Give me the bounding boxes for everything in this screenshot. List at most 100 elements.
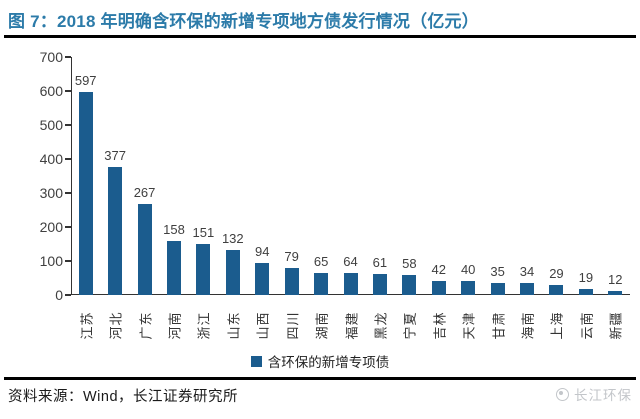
bar-value-label: 34 (519, 264, 535, 280)
source-text: 资料来源：Wind，长江证券研究所 (8, 389, 239, 405)
bar (108, 166, 123, 295)
bar-value-label: 597 (74, 73, 97, 89)
bar-value-label: 58 (402, 256, 417, 272)
x-axis-label: 山西 (251, 299, 273, 351)
y-axis-tick-label: 500 (39, 117, 63, 133)
x-axis-label: 河北 (104, 299, 126, 351)
bar-value-label: 35 (490, 264, 505, 280)
x-axis-label: 河南 (163, 299, 185, 351)
x-axis-label: 黑龙 (369, 299, 391, 351)
x-axis-label: 山东 (222, 299, 244, 351)
bar-value-label: 29 (549, 266, 564, 282)
y-axis-tick-mark (65, 192, 71, 194)
x-axis-label: 福建 (340, 299, 362, 351)
bar-value-label: 19 (578, 269, 594, 285)
x-axis-label: 浙江 (192, 299, 214, 351)
x-axis-label-text: 江苏 (79, 310, 95, 340)
watermark-text: 长江环保 (574, 388, 632, 403)
y-axis-tick-mark (65, 226, 71, 228)
y-axis-tick-mark (65, 260, 71, 262)
bar-value-label: 151 (192, 224, 215, 240)
x-axis-label: 江苏 (75, 299, 97, 351)
bar-value-label: 12 (608, 271, 623, 287)
bar (461, 281, 476, 295)
bar (372, 274, 387, 295)
x-axis-label-text: 宁夏 (402, 310, 418, 340)
x-axis-label-text: 新疆 (608, 310, 624, 340)
bar (343, 273, 358, 295)
bar-value-label: 158 (163, 222, 185, 238)
x-axis-label: 宁夏 (398, 299, 420, 351)
y-axis-tick-label: 400 (39, 151, 63, 167)
legend-swatch-icon (250, 355, 262, 367)
bar (137, 204, 152, 295)
x-axis-label: 天津 (457, 299, 479, 351)
x-axis-label: 上海 (545, 299, 567, 351)
x-axis-label: 吉林 (428, 299, 450, 351)
y-axis-tick-label: 0 (55, 287, 63, 303)
x-axis-label-text: 湖南 (314, 310, 330, 340)
bar-value-label: 94 (255, 244, 270, 260)
footer-divider (4, 377, 636, 380)
x-axis-label-text: 山西 (255, 310, 271, 340)
chart-legend: 含环保的新增专项债 (0, 352, 640, 370)
bar-value-label: 267 (133, 185, 156, 201)
y-axis-tick-label: 300 (39, 185, 63, 201)
bar-value-label: 61 (372, 255, 388, 271)
bar (431, 280, 446, 295)
x-axis-label: 湖南 (310, 299, 332, 351)
x-axis-label-text: 山东 (226, 310, 242, 340)
bar (402, 275, 417, 295)
bar-value-label: 377 (104, 147, 126, 163)
bar (520, 283, 535, 295)
bar (225, 250, 240, 295)
bar (314, 272, 329, 295)
bar (578, 288, 593, 295)
x-axis-label-text: 河北 (108, 310, 124, 340)
y-axis-tick-mark (65, 124, 71, 126)
y-axis-tick-label: 700 (39, 49, 63, 65)
x-axis-label: 广东 (134, 299, 156, 351)
x-axis-label-text: 甘肃 (491, 310, 507, 340)
legend-label: 含环保的新增专项债 (267, 355, 390, 370)
x-axis-label-text: 吉林 (432, 310, 448, 340)
x-axis-label-text: 云南 (579, 310, 595, 340)
figure-title: 图 7：2018 年明确含环保的新增专项地方债发行情况（亿元） (8, 12, 479, 31)
y-axis-tick-mark (65, 158, 71, 160)
x-axis-label: 新疆 (604, 299, 626, 351)
bar-value-label: 79 (284, 249, 299, 265)
footer: 资料来源：Wind，长江证券研究所 长江环保 (0, 380, 640, 406)
x-axis-label-text: 天津 (461, 310, 477, 340)
bar (608, 290, 623, 295)
bar (196, 243, 211, 295)
x-axis-label-text: 河南 (167, 310, 183, 340)
x-axis-label-text: 福建 (344, 310, 360, 340)
x-axis-label-text: 广东 (138, 310, 154, 340)
bar (284, 268, 299, 295)
x-axis-label-text: 四川 (285, 310, 301, 340)
bar-value-label: 132 (221, 231, 244, 247)
x-axis-label: 云南 (575, 299, 597, 351)
bar (78, 92, 93, 295)
y-axis-tick-mark (65, 56, 71, 58)
bar-value-label: 64 (343, 254, 358, 270)
bar (549, 285, 564, 295)
bar (255, 263, 270, 295)
title-divider (4, 35, 636, 38)
bar-value-label: 40 (460, 262, 476, 278)
watermark: 长江环保 (556, 384, 632, 404)
x-axis-label-text: 海南 (520, 310, 536, 340)
x-axis-label: 甘肃 (487, 299, 509, 351)
bar-chart: 0 100 200 300 400 500 600 700 597 江苏 377 河北 267 广东 158… (0, 40, 640, 352)
bar (490, 283, 505, 295)
bar-value-label: 42 (431, 261, 446, 277)
x-axis-label-text: 黑龙 (373, 310, 389, 340)
x-axis-label: 四川 (281, 299, 303, 351)
y-axis-tick-mark (65, 294, 71, 296)
y-axis-tick-label: 600 (39, 83, 63, 99)
x-axis-label-text: 浙江 (196, 310, 212, 340)
bar-value-label: 65 (313, 253, 329, 269)
bar (166, 241, 181, 295)
y-axis-tick-mark (65, 90, 71, 92)
